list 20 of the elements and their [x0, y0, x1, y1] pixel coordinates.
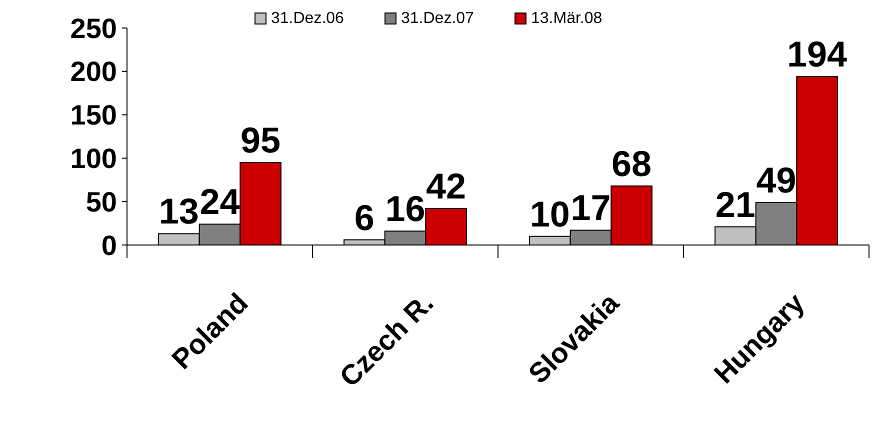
y-tick-label: 250 — [70, 12, 117, 44]
data-label: 95 — [240, 120, 281, 161]
data-label: 10 — [530, 193, 570, 234]
legend-label: 31.Dez.07 — [401, 10, 474, 27]
data-label: 194 — [787, 34, 848, 75]
data-label: 13 — [158, 190, 199, 232]
y-tick-label: 0 — [101, 230, 117, 261]
data-label: 6 — [354, 196, 374, 238]
data-label: 68 — [612, 142, 652, 184]
legend-label: 13.Mär.08 — [531, 10, 602, 27]
data-label: 16 — [385, 188, 426, 230]
y-tick-label: 200 — [70, 56, 117, 88]
data-label: 42 — [426, 166, 466, 207]
data-label: 21 — [715, 184, 756, 225]
y-tick-label: 50 — [86, 186, 117, 218]
y-tick-label: 100 — [70, 143, 117, 174]
legend-label: 31.Dez.06 — [271, 10, 344, 27]
data-label: 17 — [570, 187, 611, 228]
y-tick-label: 150 — [70, 100, 117, 131]
data-label: 49 — [756, 159, 796, 200]
